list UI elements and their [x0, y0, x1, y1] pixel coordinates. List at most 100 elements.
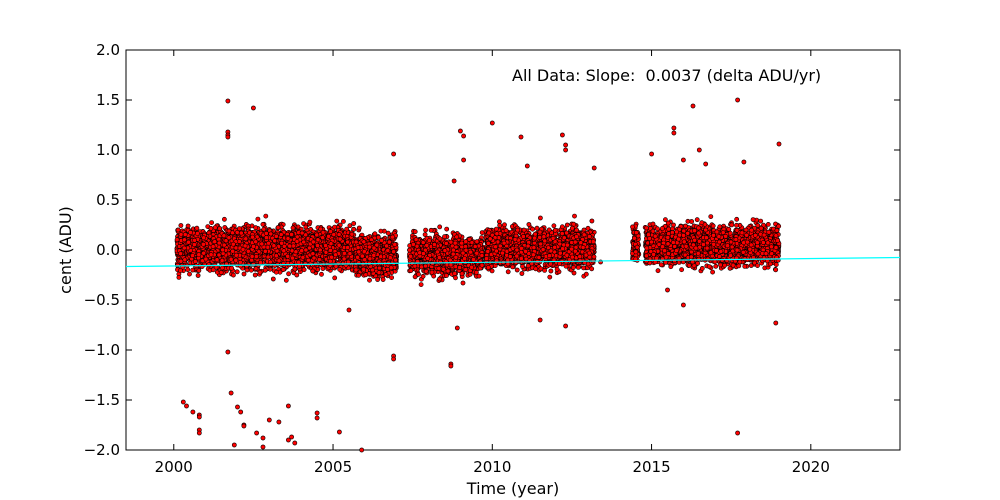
data-point: [194, 225, 200, 231]
data-point: [275, 225, 281, 230]
data-point: [260, 221, 266, 227]
data-point: [418, 282, 424, 287]
data-point: [473, 269, 479, 275]
data-point: [266, 240, 271, 246]
data-point: [195, 273, 201, 278]
data-point: [268, 231, 274, 237]
data-point: [285, 253, 291, 259]
data-point: [393, 257, 398, 263]
data-point: [240, 246, 246, 252]
data-point: [437, 236, 443, 242]
data-point: [347, 251, 353, 256]
data-point: [359, 253, 365, 259]
data-point: [408, 253, 413, 259]
data-point: [221, 216, 227, 222]
data-point: [356, 249, 362, 255]
data-point: [445, 268, 451, 274]
data-point: [328, 229, 333, 234]
data-point: [437, 276, 442, 282]
data-point: [176, 274, 182, 280]
data-point: [250, 234, 255, 240]
data-point: [385, 248, 391, 253]
data-point: [310, 268, 316, 274]
data-point: [263, 213, 269, 219]
data-point: [470, 256, 476, 262]
data-point: [442, 248, 448, 253]
data-point: [443, 240, 449, 246]
data-point: [301, 239, 307, 245]
data-point: [440, 266, 446, 272]
data-point: [223, 238, 229, 244]
data-point: [299, 230, 305, 236]
data-point: [334, 218, 340, 224]
data-point: [355, 254, 360, 260]
data-point: [450, 247, 456, 253]
data-point: [233, 257, 239, 263]
data-point: [320, 266, 326, 271]
data-point: [174, 237, 180, 243]
data-point: [272, 263, 278, 268]
data-point: [372, 231, 378, 237]
data-point: [210, 244, 216, 249]
data-point: [378, 228, 384, 234]
data-point: [431, 273, 437, 279]
data-point: [337, 266, 343, 272]
data-point: [336, 232, 342, 237]
data-point: [447, 257, 453, 263]
data-point: [460, 280, 466, 286]
data-point: [386, 239, 392, 245]
data-point: [367, 256, 373, 262]
data-point: [431, 242, 437, 247]
data-point: [214, 257, 220, 263]
data-point: [428, 227, 434, 233]
data-point: [190, 253, 195, 258]
data-point: [479, 253, 485, 258]
data-point: [182, 232, 188, 237]
data-point: [208, 252, 214, 258]
data-point: [355, 245, 361, 250]
data-point: [270, 276, 276, 282]
data-point: [194, 230, 200, 236]
data-point: [310, 251, 316, 257]
data-point: [220, 247, 226, 253]
data-point: [315, 237, 321, 243]
data-point: [380, 277, 386, 282]
data-point: [472, 244, 478, 249]
data-point: [436, 255, 442, 260]
data-point: [300, 254, 306, 260]
data-point: [416, 271, 421, 277]
data-point: [258, 260, 263, 265]
data-point: [420, 240, 426, 245]
data-point: [407, 247, 412, 253]
data-point: [283, 277, 289, 283]
data-point: [336, 242, 342, 248]
data-point: [279, 240, 285, 246]
data-point: [290, 225, 296, 231]
data-point: [452, 240, 458, 246]
data-point: [292, 266, 298, 272]
data-point: [344, 226, 350, 232]
data-point: [463, 267, 469, 272]
data-point: [285, 236, 291, 241]
data-point: [294, 238, 300, 244]
data-point: [376, 270, 382, 275]
data-point: [316, 257, 322, 262]
data-point: [328, 241, 334, 247]
data-point: [345, 239, 350, 245]
data-point: [572, 213, 577, 219]
data-point: [462, 256, 467, 261]
data-point: [238, 230, 244, 236]
data-point: [201, 235, 207, 241]
data-point: [326, 233, 331, 239]
data-point: [371, 245, 377, 251]
data-point: [276, 258, 282, 264]
data-point: [425, 255, 431, 261]
data-point: [361, 266, 366, 272]
data-point: [206, 262, 212, 268]
data-point: [370, 267, 375, 273]
data-point: [221, 233, 227, 239]
data-point: [257, 269, 263, 275]
data-point: [310, 239, 316, 245]
data-point: [353, 239, 359, 245]
